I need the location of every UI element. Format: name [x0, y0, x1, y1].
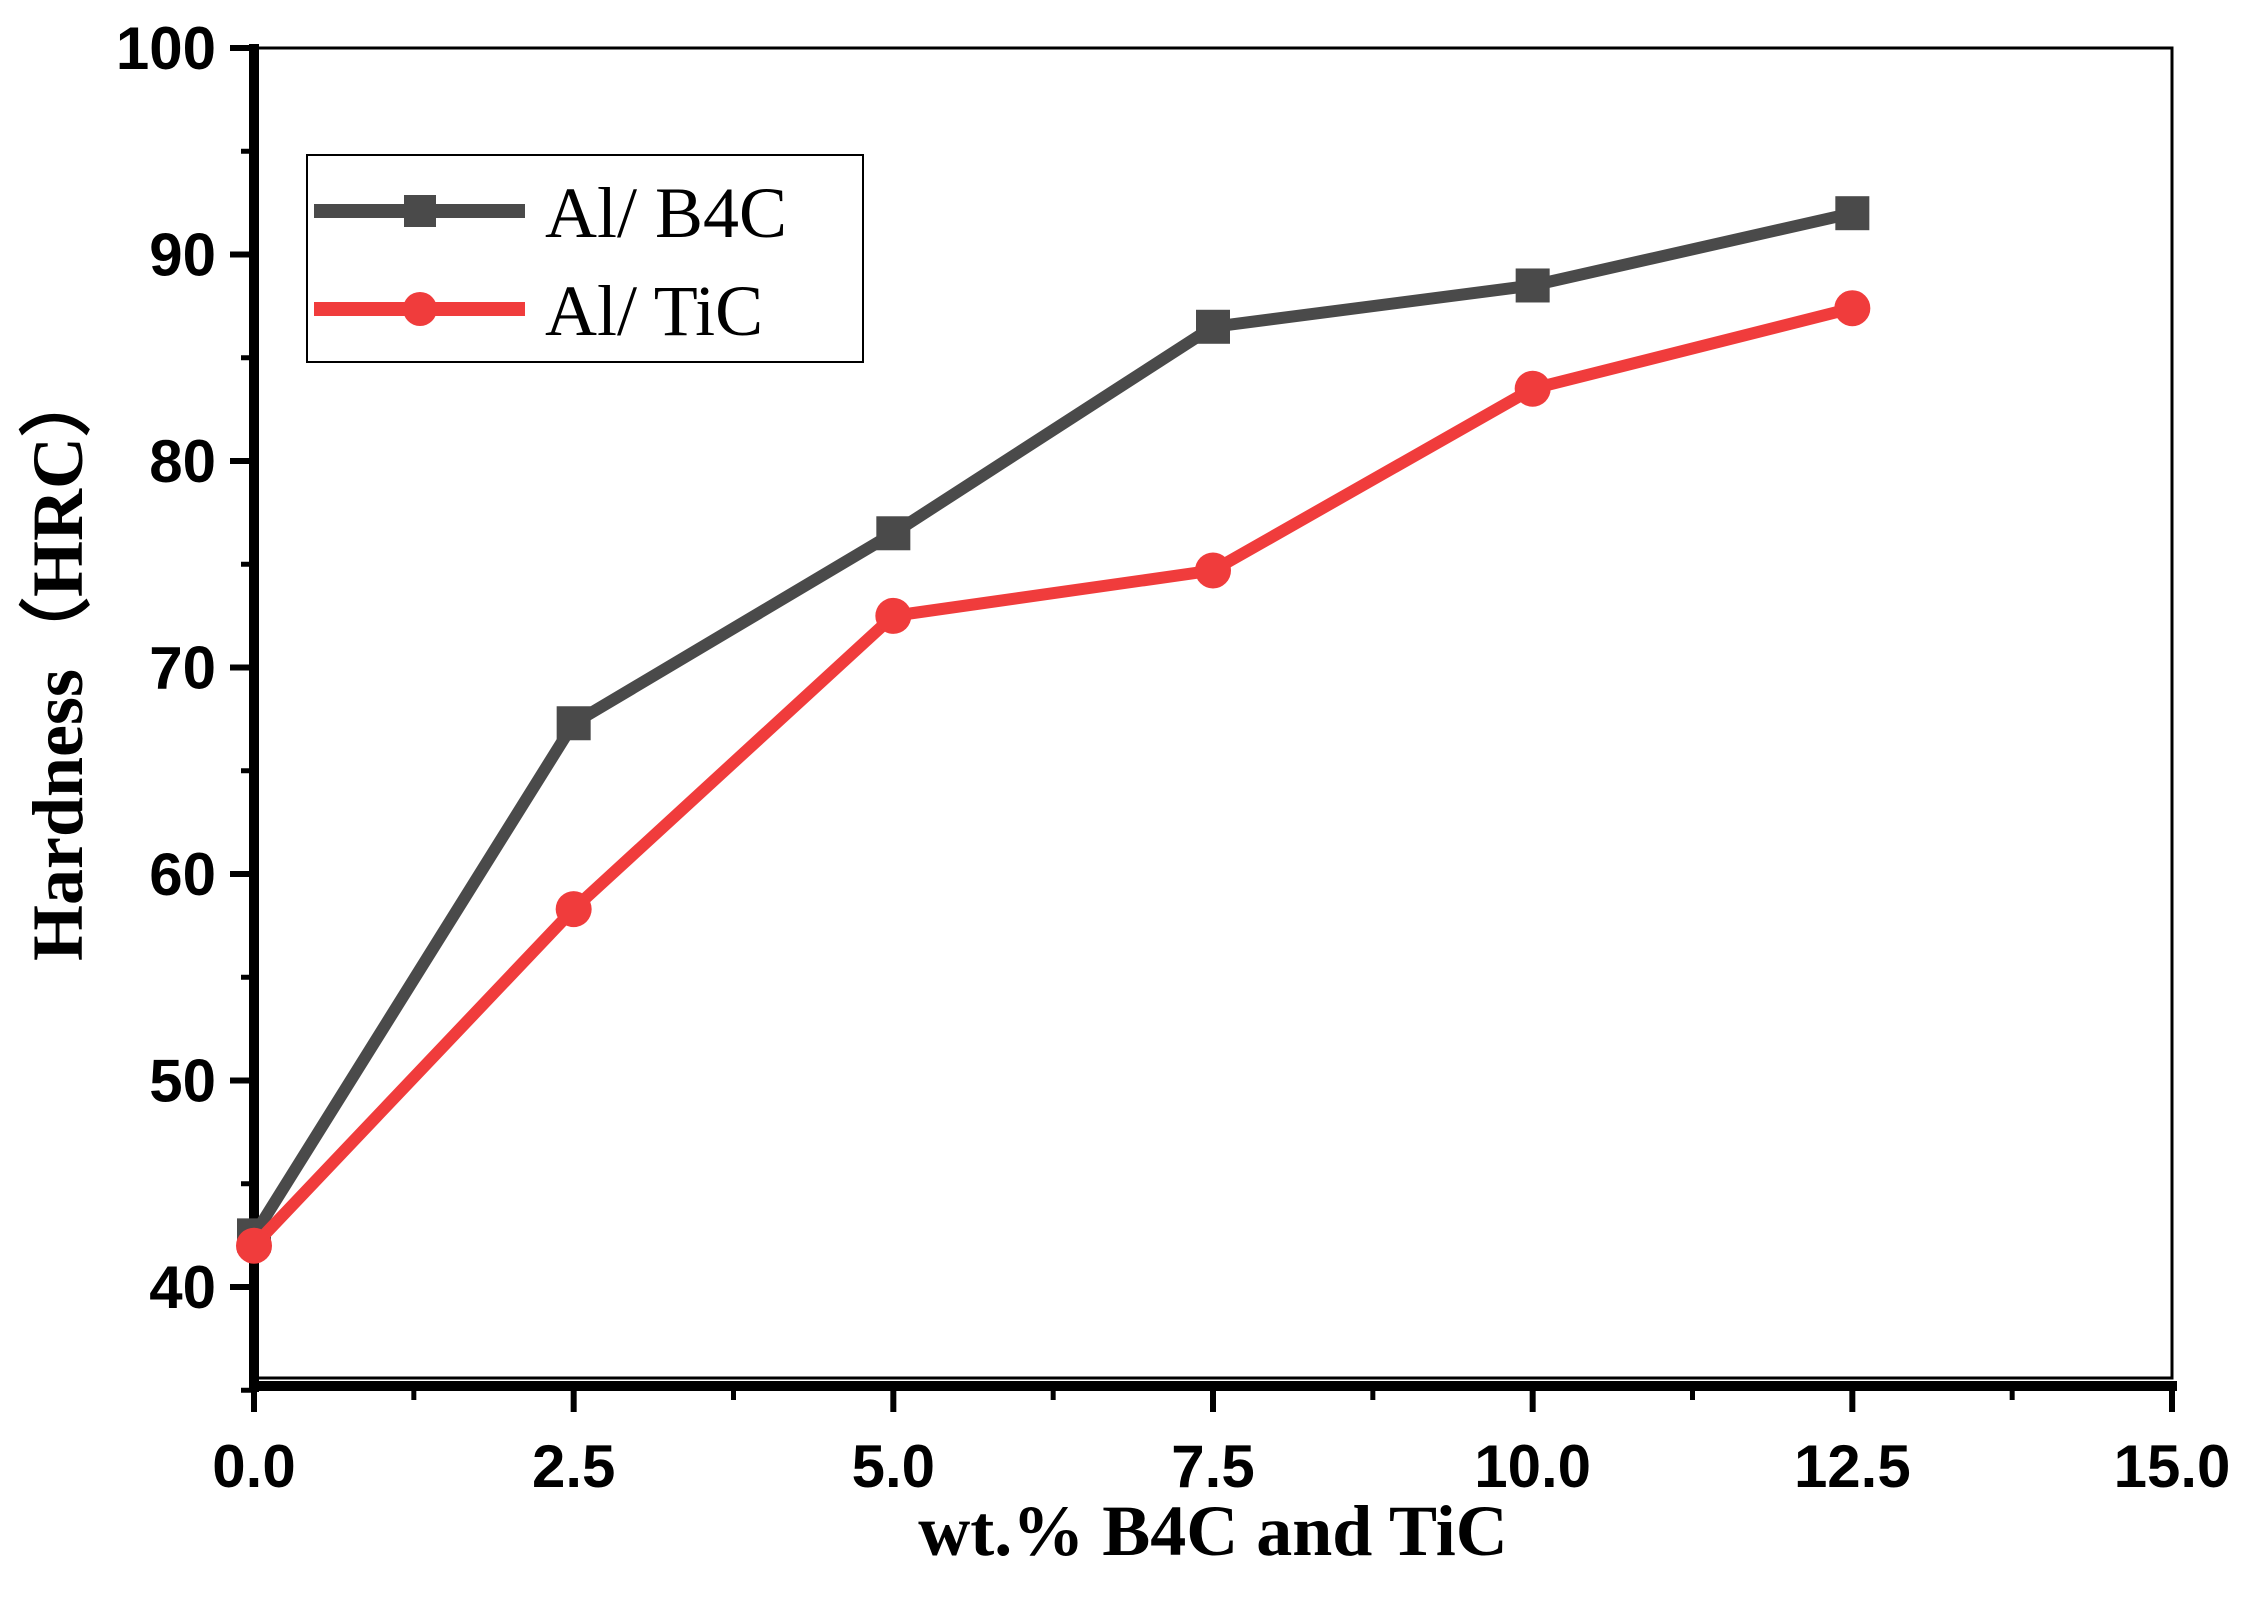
legend-box	[306, 154, 864, 363]
data-point-tic	[875, 597, 912, 634]
series-layer	[236, 196, 1871, 1264]
legend-label-b4c: Al/ B4C	[545, 173, 787, 253]
series-line-tic	[249, 302, 1854, 1250]
data-point-b4c	[1196, 309, 1230, 344]
x-tick-label: 2.5	[532, 1433, 615, 1500]
data-point-tic	[555, 891, 592, 928]
x-tick-label: 10.0	[1474, 1433, 1591, 1500]
data-point-tic	[1195, 552, 1231, 589]
x-tick-label: 7.5	[1171, 1433, 1254, 1500]
y-tick-label: 90	[149, 222, 216, 289]
data-point-tic	[236, 1227, 272, 1264]
tick-layer: 0.0 2.5 5.0 7.5 10.0 12.5 15.0 40 50 60 70 80 90 100	[116, 15, 2231, 1500]
data-point-b4c	[556, 706, 591, 741]
legend-marker-b4c	[404, 195, 436, 227]
legend-label-tic: Al/ TiC	[545, 271, 763, 351]
series-line-b4c	[248, 207, 1854, 1239]
y-tick-label: 60	[149, 841, 216, 908]
legend: Al/ B4C Al/ TiC	[306, 154, 864, 363]
x-tick-label: 0.0	[212, 1433, 295, 1500]
data-point-b4c	[1515, 268, 1550, 303]
x-tick-label: 12.5	[1794, 1433, 1911, 1500]
y-tick-label: 50	[149, 1048, 216, 1115]
y-tick-label: 70	[149, 635, 216, 702]
y-tick-label: 80	[149, 428, 216, 495]
x-tick-label: 15.0	[2114, 1433, 2231, 1500]
y-tick-label: 40	[149, 1254, 216, 1321]
y-axis-title: Hardness（HRC）	[18, 365, 98, 961]
data-point-tic	[1514, 370, 1551, 407]
y-tick-label: 100	[116, 15, 216, 82]
x-axis-title: wt.% B4C and TiC	[918, 1491, 1508, 1571]
data-point-b4c	[876, 516, 911, 551]
data-point-tic	[1834, 290, 1871, 327]
x-tick-label: 5.0	[852, 1433, 935, 1500]
data-point-b4c	[1835, 196, 1870, 231]
legend-marker-tic	[403, 292, 437, 326]
